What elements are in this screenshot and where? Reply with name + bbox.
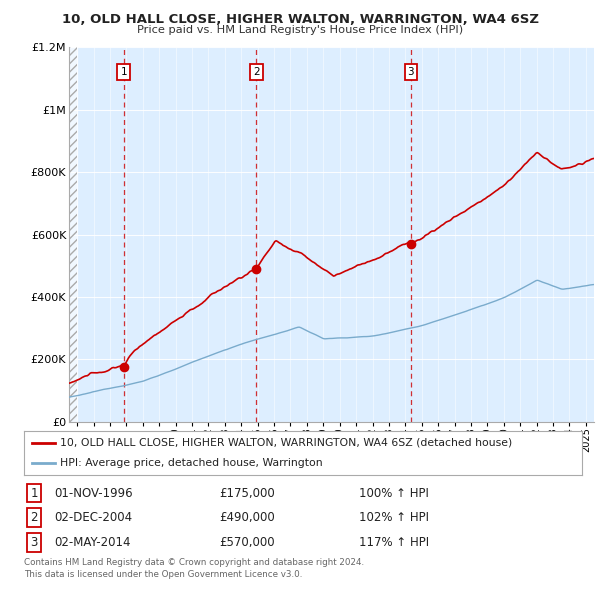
Text: 02-DEC-2004: 02-DEC-2004	[55, 512, 133, 525]
Text: This data is licensed under the Open Government Licence v3.0.: This data is licensed under the Open Gov…	[24, 570, 302, 579]
Text: Price paid vs. HM Land Registry's House Price Index (HPI): Price paid vs. HM Land Registry's House …	[137, 25, 463, 35]
Text: £570,000: £570,000	[220, 536, 275, 549]
Text: 100% ↑ HPI: 100% ↑ HPI	[359, 487, 428, 500]
Text: Contains HM Land Registry data © Crown copyright and database right 2024.: Contains HM Land Registry data © Crown c…	[24, 558, 364, 567]
Text: 02-MAY-2014: 02-MAY-2014	[55, 536, 131, 549]
Text: 102% ↑ HPI: 102% ↑ HPI	[359, 512, 429, 525]
Bar	[69, 47, 77, 422]
Text: 2: 2	[253, 67, 260, 77]
Text: £175,000: £175,000	[220, 487, 275, 500]
Text: 2: 2	[30, 512, 38, 525]
Text: 01-NOV-1996: 01-NOV-1996	[55, 487, 133, 500]
Text: HPI: Average price, detached house, Warrington: HPI: Average price, detached house, Warr…	[60, 458, 323, 468]
Text: 3: 3	[31, 536, 38, 549]
Text: 10, OLD HALL CLOSE, HIGHER WALTON, WARRINGTON, WA4 6SZ (detached house): 10, OLD HALL CLOSE, HIGHER WALTON, WARRI…	[60, 438, 512, 448]
Bar	[69, 47, 77, 422]
Text: 1: 1	[121, 67, 127, 77]
Text: 3: 3	[407, 67, 414, 77]
Text: 10, OLD HALL CLOSE, HIGHER WALTON, WARRINGTON, WA4 6SZ: 10, OLD HALL CLOSE, HIGHER WALTON, WARRI…	[62, 13, 539, 26]
Text: 117% ↑ HPI: 117% ↑ HPI	[359, 536, 429, 549]
Text: 1: 1	[30, 487, 38, 500]
Text: £490,000: £490,000	[220, 512, 275, 525]
